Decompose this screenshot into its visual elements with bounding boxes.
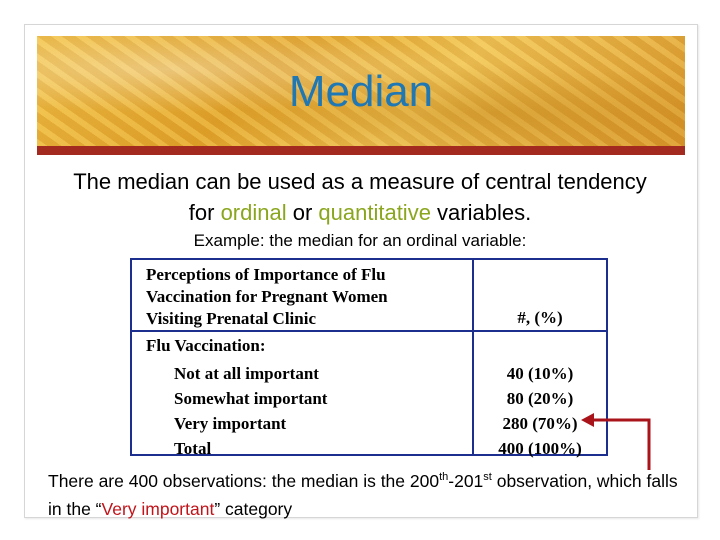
footer-sup-th: th <box>439 471 449 483</box>
table-row-labels: Not at all important Somewhat important … <box>174 361 327 461</box>
title-banner <box>37 36 685 146</box>
example-text: Example: the median for an ordinal varia… <box>193 231 527 250</box>
table-row-divider <box>132 330 606 332</box>
intro-middle: or <box>286 200 319 225</box>
table-header-line: Vaccination for Pregnant Women <box>146 287 388 306</box>
table-column-divider <box>472 260 474 454</box>
table-header-line: Visiting Prenatal Clinic <box>146 309 316 328</box>
table-header-value: #, (%) <box>517 308 563 327</box>
table-row-value: 40 (10%) <box>506 364 574 383</box>
intro-after: variables. <box>430 200 532 225</box>
footer-text: There are 400 observations: the median i… <box>48 463 688 523</box>
table-row-label: Total <box>174 439 212 458</box>
data-table: Perceptions of Importance of Flu Vaccina… <box>130 258 608 458</box>
title-rule <box>37 146 685 155</box>
table-row-label: Not at all important <box>174 364 319 383</box>
table-row-value: 80 (20%) <box>506 389 574 408</box>
intro-before: The median can be used as a measure of c… <box>73 169 647 225</box>
table-header-label: Perceptions of Importance of Flu Vaccina… <box>146 264 388 330</box>
table-row-values: 40 (10%) 80 (20%) 280 (70%) 400 (100%) <box>474 361 606 461</box>
table-row-value: 400 (100%) <box>498 439 582 458</box>
intro-quantitative: quantitative <box>318 200 431 225</box>
table-row-label: Very important <box>174 414 287 433</box>
footer-highlight: Very important <box>101 498 215 519</box>
arrow-line <box>592 418 651 470</box>
footer-part4: ” category <box>214 498 293 519</box>
footer-sup-st: st <box>483 471 492 483</box>
table-row-label: Somewhat important <box>174 389 328 408</box>
footer-part2: -201 <box>448 470 484 491</box>
table-group-label: Flu Vaccination: <box>146 336 266 355</box>
intro-text: The median can be used as a measure of c… <box>60 166 660 228</box>
table-row-value: 280 (70%) <box>502 414 578 433</box>
table-header-line: Perceptions of Importance of Flu <box>146 265 386 284</box>
footer-part3: observation, which falls in the “ <box>48 470 678 519</box>
footer-part1: There are 400 observations: the median i… <box>48 470 440 491</box>
intro-ordinal: ordinal <box>220 200 287 225</box>
slide-title: Median <box>288 67 434 116</box>
slide-frame <box>24 24 698 518</box>
arrow-head <box>581 413 594 427</box>
